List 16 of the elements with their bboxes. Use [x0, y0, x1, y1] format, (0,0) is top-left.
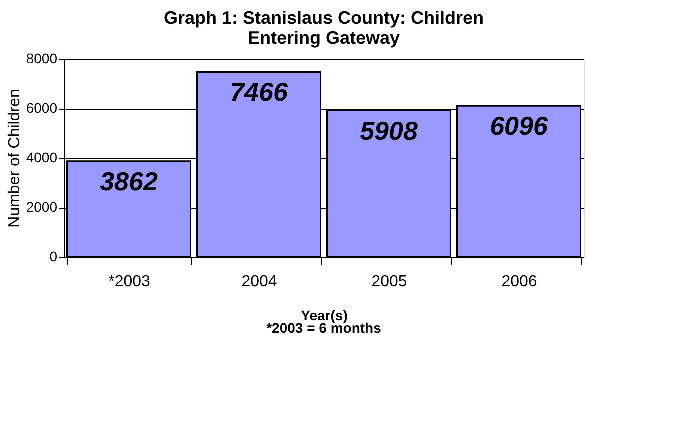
y-tick-label: 0 — [50, 248, 58, 264]
chart-title: Graph 1: Stanislaus County: Children Entering Gateway — [164, 8, 484, 48]
y-tick-label: 4000 — [26, 150, 58, 166]
x-tick-label: 2006 — [502, 274, 538, 290]
data-label: 6096 — [490, 111, 548, 142]
x-tick-label: 2004 — [242, 274, 278, 290]
data-label: 7466 — [230, 77, 288, 108]
x-tick-label: 2005 — [372, 274, 408, 290]
x-axis-title: Year(s) — [301, 308, 348, 324]
data-label: 3862 — [100, 166, 158, 196]
y-tick-label: 6000 — [26, 100, 58, 116]
y-tick-label: 8000 — [26, 50, 58, 66]
y-axis-title: Number of Children — [6, 89, 24, 228]
data-label: 5908 — [360, 116, 418, 146]
y-tick-label: 2000 — [26, 199, 58, 215]
x-tick-label: *2003 — [108, 274, 151, 290]
